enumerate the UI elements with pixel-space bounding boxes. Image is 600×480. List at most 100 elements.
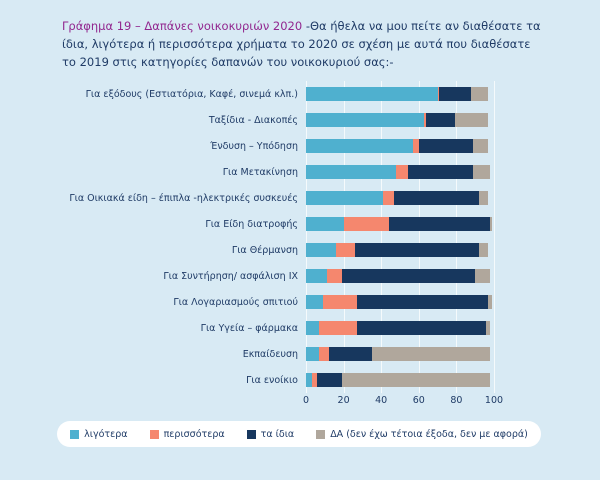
chart-row: Ένδυση – Υπόδηση	[62, 133, 494, 159]
x-tick-label: 60	[412, 395, 425, 407]
bar-segment-ligotera	[306, 139, 414, 154]
bar-segment-perissotera	[319, 321, 357, 336]
bar-segment-perissotera	[396, 165, 408, 180]
bar-segment-ligotera	[306, 347, 320, 362]
bar-segment-ta-idia	[356, 321, 487, 336]
bar-segment-da	[473, 139, 489, 154]
stacked-bar	[306, 139, 494, 154]
category-label: Για Οικιακά είδη – έπιπλα -ηλεκτρικές συ…	[69, 192, 298, 204]
stacked-bar	[306, 165, 494, 180]
bar-segment-ligotera	[306, 113, 425, 128]
legend-item-ligotera: λιγότερα	[70, 428, 128, 440]
legend-label: περισσότερα	[163, 428, 225, 440]
bar-segment-ta-idia	[317, 373, 342, 388]
bar-segment-ta-idia	[439, 87, 472, 102]
bar-segment-perissotera	[413, 139, 419, 154]
bar-segment-ta-idia	[388, 217, 491, 232]
stacked-bar	[306, 113, 494, 128]
legend: λιγότερα περισσότερα τα ίδια ΔΑ (δεν έχω τέ…	[57, 421, 541, 448]
bar-segment-ta-idia	[407, 165, 474, 180]
bar-segment-ligotera	[306, 243, 337, 258]
bar-segment-da	[478, 191, 489, 206]
chart-row: Για Οικιακά είδη – έπιπλα -ηλεκτρικές συ…	[62, 185, 494, 211]
legend-swatch-da	[316, 429, 326, 439]
stacked-bar	[306, 87, 494, 102]
bar-segment-da	[486, 321, 491, 336]
bar-segment-da	[454, 113, 489, 128]
chart-row: Για Συντήρηση/ ασφάλιση ΙΧ	[62, 263, 494, 289]
category-label: Ταξίδια - Διακοπές	[208, 114, 298, 126]
bar-segment-ligotera	[306, 165, 397, 180]
chart-row: Εκπαίδευση	[62, 341, 494, 367]
bar-segment-da	[478, 243, 489, 258]
bar-segment-ta-idia	[394, 191, 479, 206]
category-label: Για Μετακίνηση	[222, 166, 298, 178]
stacked-bar	[306, 373, 494, 388]
x-tick-label: 80	[450, 395, 463, 407]
bar-segment-ligotera	[306, 87, 438, 102]
chart-row: Για Λογαριασμούς σπιτιού	[62, 289, 494, 315]
bar-segment-da	[341, 373, 491, 388]
chart-title: Γράφημα 19 – Δαπάνες νοικοκυριών 2020 -Θ…	[62, 18, 546, 71]
x-tick-label: 20	[337, 395, 350, 407]
bar-segment-da	[488, 295, 493, 310]
chart-title-highlight: Γράφημα 19 – Δαπάνες νοικοκυριών 2020	[62, 19, 303, 33]
bar-segment-ta-idia	[356, 295, 489, 310]
bar-segment-ligotera	[306, 295, 323, 310]
stacked-bar	[306, 321, 494, 336]
gridline	[494, 81, 495, 394]
legend-label: ΔΑ (δεν έχω τέτοια έξοδα, δεν με αφορά)	[330, 428, 528, 440]
chart-row: Για Είδη διατροφής	[62, 211, 494, 237]
bar-segment-perissotera	[343, 217, 389, 232]
category-label: Για ενοίκιο	[246, 374, 298, 386]
legend-item-da: ΔΑ (δεν έχω τέτοια έξοδα, δεν με αφορά)	[316, 429, 528, 440]
legend-item-perissotera: περισσότερα	[149, 428, 225, 440]
stacked-bar	[306, 217, 494, 232]
chart-row: Για ενοίκιο	[62, 367, 494, 393]
chart-row: Ταξίδια - Διακοπές	[62, 107, 494, 133]
legend-swatch-ligotera	[70, 429, 80, 439]
x-tick-label: 40	[375, 395, 388, 407]
bar-segment-perissotera	[336, 243, 355, 258]
bar-segment-da	[490, 217, 493, 232]
bar-segment-ligotera	[306, 373, 312, 388]
x-tick-label: 100	[484, 395, 504, 407]
x-tick-label: 0	[302, 395, 310, 407]
bar-segment-perissotera	[326, 269, 342, 284]
bar-segment-ta-idia	[418, 139, 474, 154]
bar-segment-perissotera	[437, 87, 440, 102]
stacked-bar-chart: Για εξόδους (Εστιατόρια, Καφέ, σινεμά κλ…	[62, 81, 503, 411]
legend-swatch-ta-idia	[246, 429, 256, 439]
category-label: Εκπαίδευση	[242, 348, 298, 360]
category-label: Για Συντήρηση/ ασφάλιση ΙΧ	[163, 270, 298, 282]
stacked-bar	[306, 269, 494, 284]
stacked-bar	[306, 243, 494, 258]
bar-segment-da	[473, 165, 491, 180]
bar-segment-perissotera	[424, 113, 427, 128]
bar-segment-ta-idia	[426, 113, 455, 128]
chart-row: Για εξόδους (Εστιατόρια, Καφέ, σινεμά κλ…	[62, 81, 494, 107]
chart-title-text: -Θα ήθελα να μου πείτε αν διαθέσατε τα ί…	[62, 19, 541, 69]
legend-swatch-perissotera	[149, 429, 159, 439]
chart-row: Για Μετακίνηση	[62, 159, 494, 185]
category-label: Για Είδη διατροφής	[205, 218, 298, 230]
bar-segment-ligotera	[306, 217, 344, 232]
stacked-bar	[306, 347, 494, 362]
category-label: Για Υγεία – φάρμακα	[200, 322, 298, 334]
bar-segment-ta-idia	[341, 269, 476, 284]
bar-segment-da	[475, 269, 491, 284]
chart-row: Για Θέρμανση	[62, 237, 494, 263]
bar-segment-perissotera	[311, 373, 318, 388]
bar-segment-ta-idia	[328, 347, 372, 362]
bar-segment-ta-idia	[354, 243, 479, 258]
plot-area: Για εξόδους (Εστιατόρια, Καφέ, σινεμά κλ…	[62, 81, 495, 394]
category-label: Για Λογαριασμούς σπιτιού	[173, 296, 298, 308]
chart-row: Για Υγεία – φάρμακα	[62, 315, 494, 341]
bar-segment-perissotera	[319, 347, 329, 362]
category-label: Για εξόδους (Εστιατόρια, Καφέ, σινεμά κλ…	[85, 88, 298, 100]
category-label: Για Θέρμανση	[231, 244, 298, 256]
legend-label: λιγότερα	[84, 428, 128, 440]
bar-segment-ligotera	[306, 321, 320, 336]
bar-segment-da	[371, 347, 491, 362]
stacked-bar	[306, 295, 494, 310]
